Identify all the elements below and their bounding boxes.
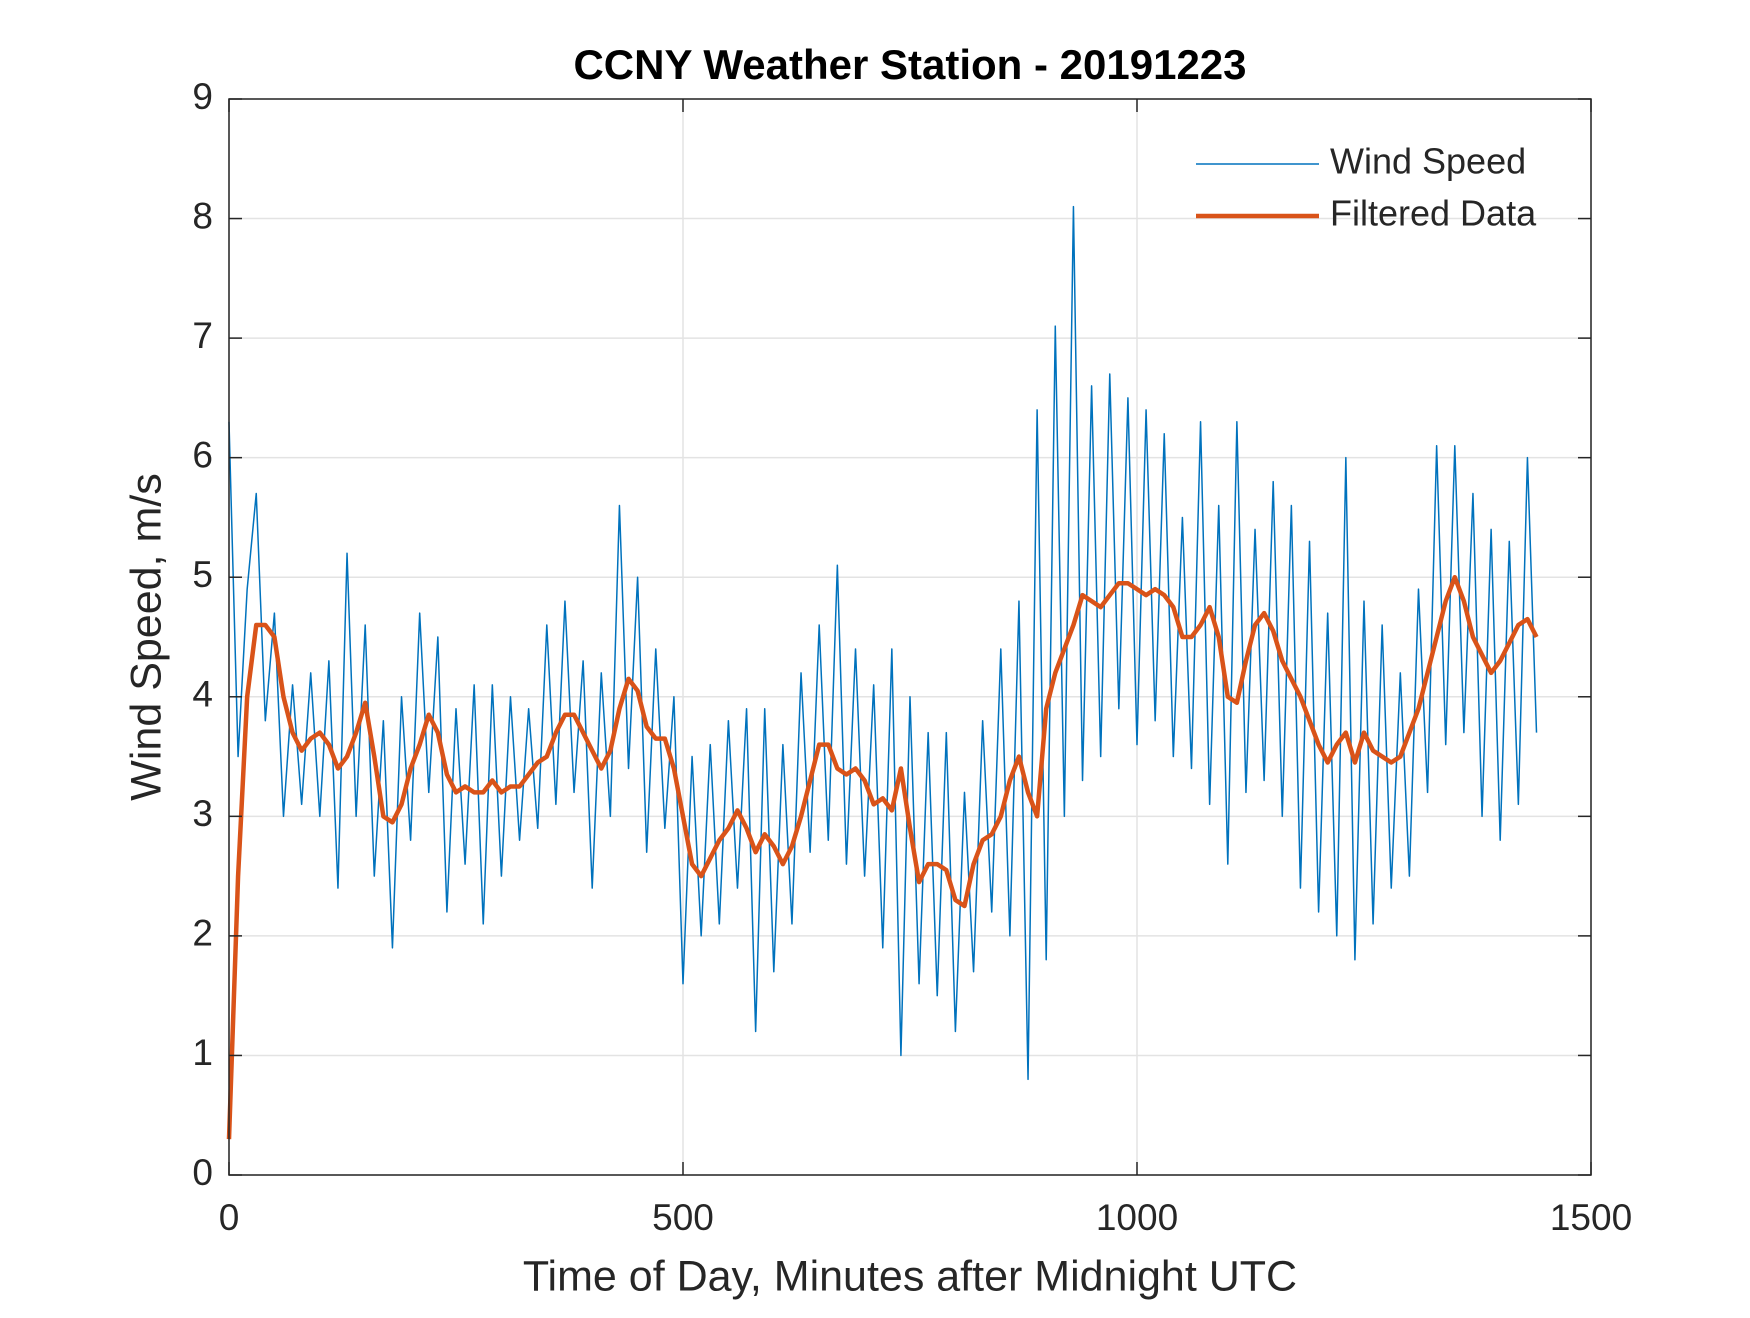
legend-label: Filtered Data <box>1330 193 1537 234</box>
x-tick-label: 1000 <box>1096 1197 1178 1238</box>
y-axis-label: Wind Speed, m/s <box>122 473 170 800</box>
axes-box <box>228 98 1592 1176</box>
y-tick-label: 3 <box>192 793 213 834</box>
x-tick-label: 500 <box>652 1197 714 1238</box>
y-tick-label: 9 <box>192 76 213 117</box>
y-tick-label: 8 <box>192 195 213 236</box>
chart-title: CCNY Weather Station - 20191223 <box>573 41 1246 88</box>
data-line <box>226 574 1539 1140</box>
x-axis-label: Time of Day, Minutes after Midnight UTC <box>523 1252 1297 1300</box>
legend-label: Wind Speed <box>1330 141 1526 182</box>
y-tick-label: 5 <box>192 554 213 595</box>
x-tick-label: 0 <box>219 1197 240 1238</box>
y-tick-label: 6 <box>192 434 213 475</box>
y-tick-label: 4 <box>192 674 213 715</box>
y-tick-label: 1 <box>192 1032 213 1073</box>
y-tick-label: 2 <box>192 913 213 954</box>
data-line <box>228 205 1538 1081</box>
y-tick-label: 7 <box>192 315 213 356</box>
y-tick-label: 0 <box>192 1152 213 1193</box>
x-tick-label: 1500 <box>1550 1197 1632 1238</box>
